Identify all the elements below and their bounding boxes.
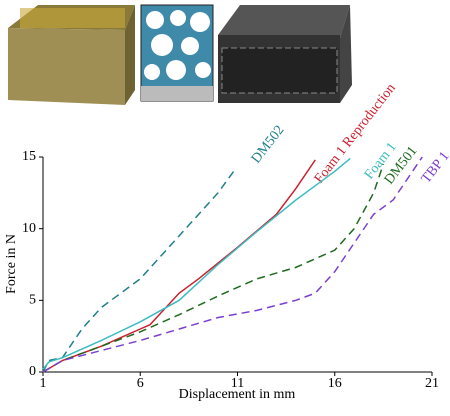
y-tick-label: 0 — [29, 364, 36, 379]
line-series — [42, 156, 423, 373]
series-label: TBP 1 — [419, 149, 450, 186]
line-series — [42, 157, 351, 370]
y-tick-label: 10 — [22, 221, 36, 236]
honeycomb-photo — [218, 5, 352, 103]
x-tick-label: 21 — [425, 376, 439, 391]
x-tick-label: 16 — [328, 376, 342, 391]
cell-diagram — [140, 4, 214, 102]
line-series — [42, 170, 235, 373]
x-tick-label: 1 — [40, 376, 47, 391]
y-axis-label: Force in N — [4, 234, 19, 294]
line-series — [42, 163, 385, 373]
series-label: DM502 — [249, 123, 288, 167]
y-tick-label: 5 — [29, 293, 36, 308]
y-tick-label: 15 — [22, 149, 36, 164]
x-axis-label: Displacement in mm — [179, 387, 296, 402]
x-tick-label: 11 — [231, 376, 244, 391]
chart: Displacement in mm Force in N — [4, 157, 432, 402]
line-series — [42, 159, 316, 373]
x-tick-label: 6 — [137, 376, 144, 391]
foam-photo — [8, 5, 135, 105]
